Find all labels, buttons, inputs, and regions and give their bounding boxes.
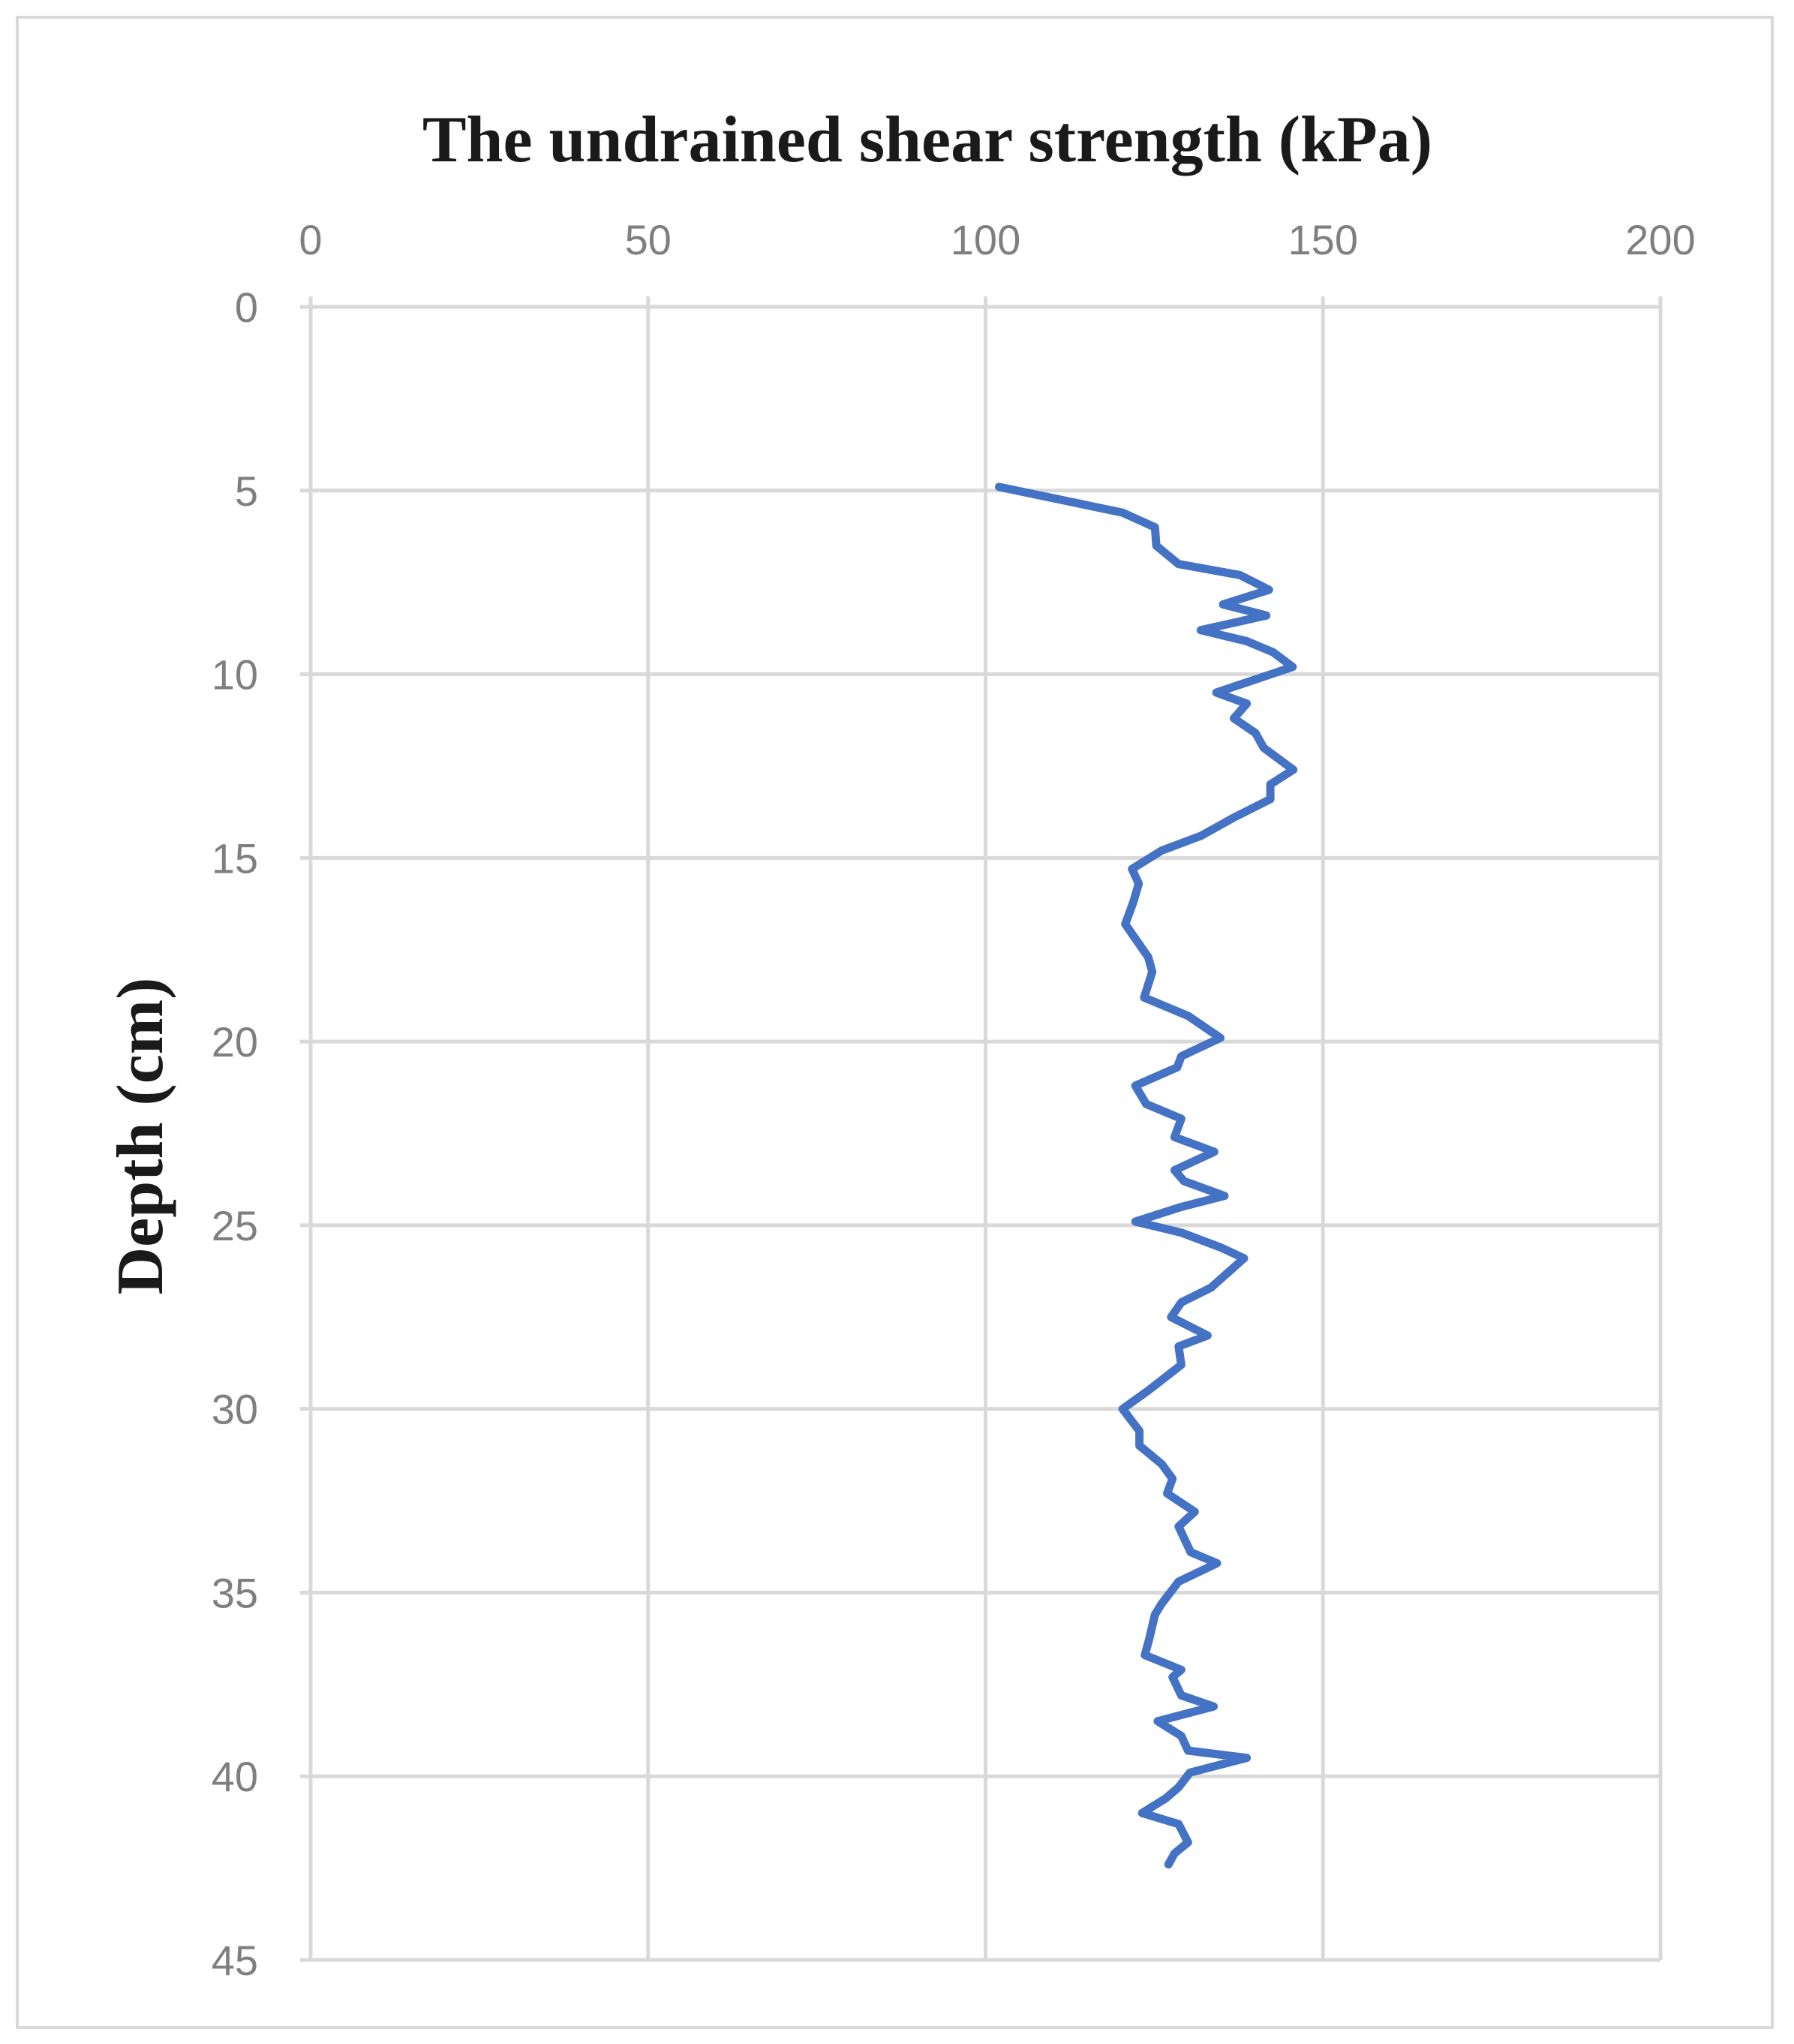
y-tick-label: 20 (212, 1018, 258, 1066)
y-tick-label: 30 (212, 1386, 258, 1433)
y-tick-label: 35 (212, 1569, 258, 1616)
x-tick-label: 100 (951, 216, 1020, 263)
y-tick-label: 10 (212, 651, 258, 699)
series-line (995, 482, 1298, 1869)
y-tick-label: 45 (212, 1937, 258, 1984)
y-tick-label: 0 (235, 284, 258, 331)
y-tick-label: 15 (212, 834, 258, 882)
x-tick-labels: 0 50 100 150 200 (299, 216, 1695, 263)
x-tick-label: 150 (1288, 216, 1358, 263)
x-tick-label: 200 (1625, 216, 1695, 263)
y-axis-label: Depth (cm) (104, 978, 177, 1295)
x-tick-label: 0 (299, 216, 322, 263)
y-tick-labels: 0 5 10 15 20 25 30 35 40 45 (212, 284, 258, 1984)
y-tick-label: 5 (235, 467, 258, 515)
gridlines (300, 296, 1663, 1962)
y-tick-label: 40 (212, 1753, 258, 1800)
y-tick-label: 25 (212, 1202, 258, 1249)
chart-title: The undrained shear strength (kPa) (422, 104, 1432, 176)
chart-border (16, 16, 1774, 2029)
series-layer (995, 482, 1298, 1869)
x-tick-label: 50 (625, 216, 672, 263)
